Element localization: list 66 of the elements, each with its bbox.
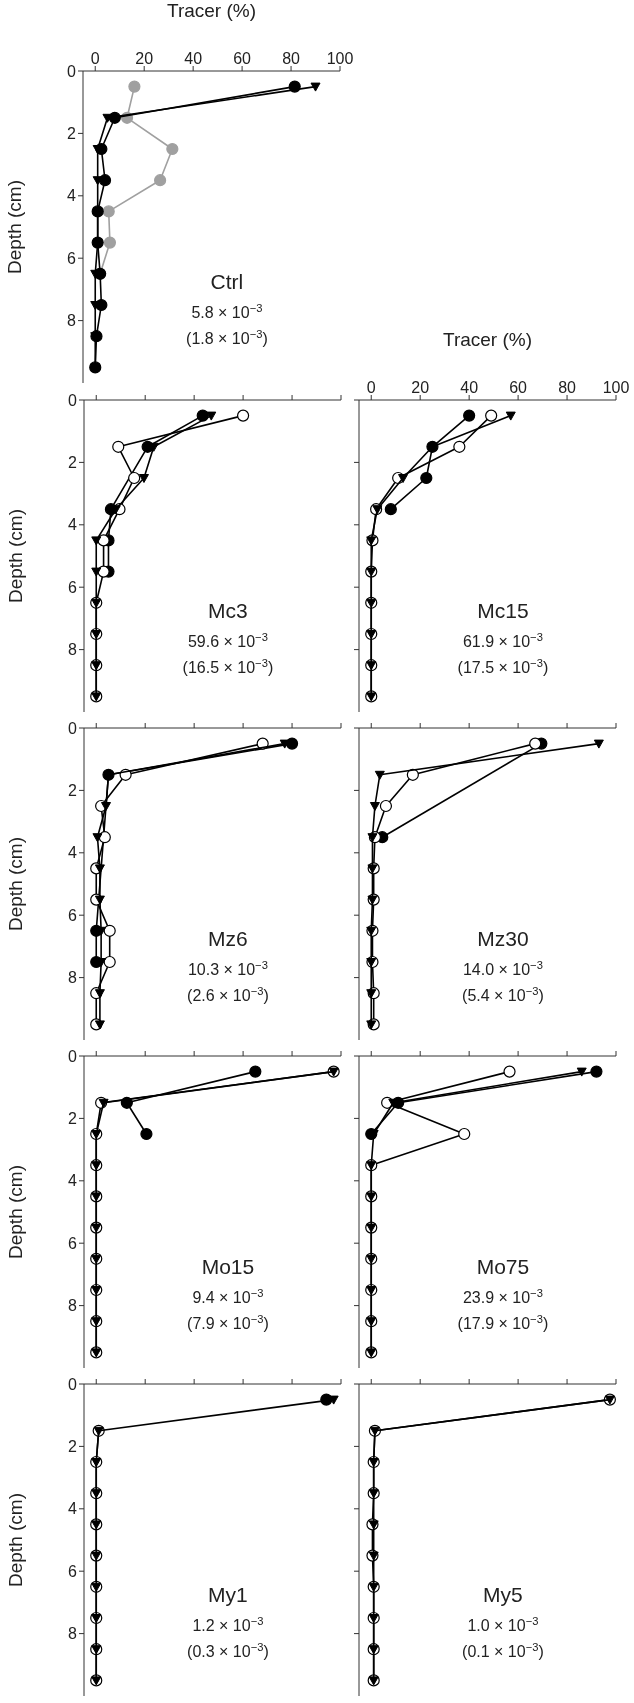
annotation: 14.0 × 10$^{−3}$ bbox=[462, 958, 543, 978]
y-tick-label: 2 bbox=[68, 1110, 78, 1128]
annotation: 23.9 × 10$^{−3}$ bbox=[462, 1286, 543, 1306]
y-tick-label: 2 bbox=[68, 1438, 78, 1456]
y-tick-label: 0 bbox=[68, 1375, 78, 1393]
annotation: 5.8 × 10$^{−3}$ bbox=[191, 301, 263, 321]
x-tick-label: 20 bbox=[411, 379, 430, 396]
x-tick-label: 100 bbox=[602, 379, 630, 396]
x-axis-title: Tracer (%) bbox=[442, 328, 533, 350]
x-tick-label: 60 bbox=[233, 50, 252, 67]
y-tick-label: 4 bbox=[68, 844, 78, 862]
y-tick-label: 4 bbox=[68, 1500, 78, 1518]
x-axis-title: Tracer (%) bbox=[166, 0, 257, 21]
annotation: My5 bbox=[483, 1583, 523, 1607]
x-tick-label: 0 bbox=[90, 50, 100, 67]
annotation: (17.5 × 10$^{−3}$) bbox=[457, 657, 549, 677]
annotation: Mc3 bbox=[208, 599, 248, 623]
annotation: Mo15 bbox=[201, 1255, 255, 1279]
y-tick-label: 2 bbox=[68, 454, 78, 472]
y-tick-label: 0 bbox=[68, 391, 78, 409]
annotation: (2.6 × 10$^{−3}$) bbox=[187, 985, 269, 1005]
y-tick-label: 6 bbox=[68, 1562, 78, 1580]
y-tick-label: 8 bbox=[68, 1625, 78, 1643]
y-tick-label: 4 bbox=[68, 516, 78, 534]
y-tick-label: 6 bbox=[68, 906, 78, 924]
x-tick-label: 0 bbox=[366, 379, 376, 396]
annotation: Mo75 bbox=[476, 1255, 530, 1279]
annotation: Mc15 bbox=[477, 599, 529, 623]
annotation: 1.2 × 10$^{−3}$ bbox=[192, 1614, 264, 1634]
y-tick-label: 4 bbox=[68, 1172, 78, 1190]
y-tick-label: 0 bbox=[68, 1047, 78, 1065]
y-tick-label: 2 bbox=[67, 125, 77, 143]
y-tick-label: 2 bbox=[68, 782, 78, 800]
y-tick-label: 6 bbox=[68, 1234, 78, 1252]
annotation: (17.9 × 10$^{−3}$) bbox=[457, 1313, 549, 1333]
annotation: 1.0 × 10$^{−3}$ bbox=[467, 1614, 539, 1634]
y-tick-label: 6 bbox=[68, 578, 78, 596]
annotation: Mz6 bbox=[208, 927, 248, 951]
y-tick-label: 8 bbox=[68, 641, 78, 659]
y-tick-label: 4 bbox=[67, 187, 77, 205]
annotation: (5.4 × 10$^{−3}$) bbox=[462, 985, 544, 1005]
annotation: (16.5 × 10$^{−3}$) bbox=[182, 657, 274, 677]
x-tick-label: 40 bbox=[184, 50, 203, 67]
y-tick-label: 8 bbox=[68, 969, 78, 987]
x-tick-label: 80 bbox=[558, 379, 577, 396]
annotation: 9.4 × 10$^{−3}$ bbox=[192, 1286, 264, 1306]
annotation: 61.9 × 10$^{−3}$ bbox=[462, 630, 543, 650]
x-tick-label: 40 bbox=[460, 379, 479, 396]
annotation: 59.6 × 10$^{−3}$ bbox=[187, 630, 268, 650]
x-tick-label: 60 bbox=[509, 379, 528, 396]
annotation: (7.9 × 10$^{−3}$) bbox=[187, 1313, 269, 1333]
annotation: Ctrl bbox=[210, 270, 244, 294]
y-tick-label: 0 bbox=[68, 719, 78, 737]
y-tick-label: 6 bbox=[67, 249, 77, 267]
annotation: My1 bbox=[208, 1583, 248, 1607]
x-tick-label: 20 bbox=[135, 50, 154, 67]
y-tick-label: 8 bbox=[68, 1297, 78, 1315]
annotation: (0.3 × 10$^{−3}$) bbox=[187, 1641, 269, 1661]
y-tick-label: 8 bbox=[67, 312, 77, 330]
annotation: (1.8 × 10$^{−3}$) bbox=[186, 328, 268, 348]
x-tick-label: 100 bbox=[326, 50, 354, 67]
annotation: 10.3 × 10$^{−3}$ bbox=[187, 958, 268, 978]
annotation: (0.1 × 10$^{−3}$) bbox=[462, 1641, 544, 1661]
x-tick-label: 80 bbox=[282, 50, 301, 67]
y-tick-label: 0 bbox=[67, 62, 77, 80]
annotation: Mz30 bbox=[477, 927, 529, 951]
